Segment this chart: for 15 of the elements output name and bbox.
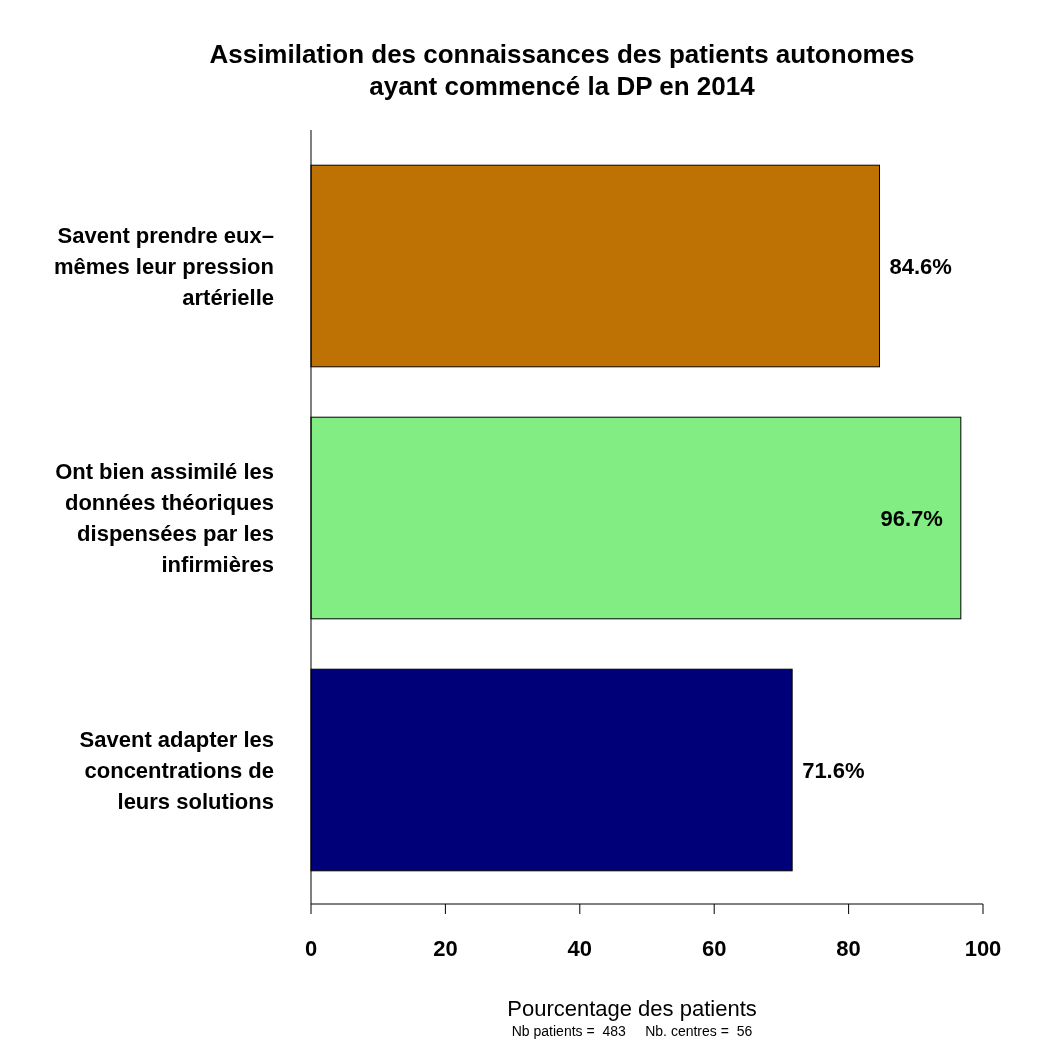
data-label: 84.6% xyxy=(889,253,952,279)
x-tick-label: 40 xyxy=(567,936,593,961)
y-tick-label: Savent adapter les concentrations de leurs solutions xyxy=(79,726,274,814)
data-label: 96.7% xyxy=(880,505,943,531)
x-tick-label: 80 xyxy=(836,936,861,961)
x-tick-label: 20 xyxy=(433,936,458,961)
x-axis-title: Pourcentage des patients xyxy=(507,996,757,1021)
x-tick-label: 60 xyxy=(701,936,727,961)
x-tick-label: 0 xyxy=(304,936,318,961)
chart-title: Assimilation des connaissances des patients autonomes ayant commencé la DP en 2014 xyxy=(209,39,915,101)
y-tick-label: Savent prendre eux– mêmes leur pression artérielle xyxy=(53,222,274,310)
y-tick-label: Ont bien assimilé les données théoriques dispensées par les infirmières xyxy=(55,459,274,578)
text: Nb patients = 483 Nb. centres = 56 xyxy=(511,1023,753,1039)
data-label: 71.6% xyxy=(802,757,865,783)
x-tick-label: 100 xyxy=(964,936,1002,961)
